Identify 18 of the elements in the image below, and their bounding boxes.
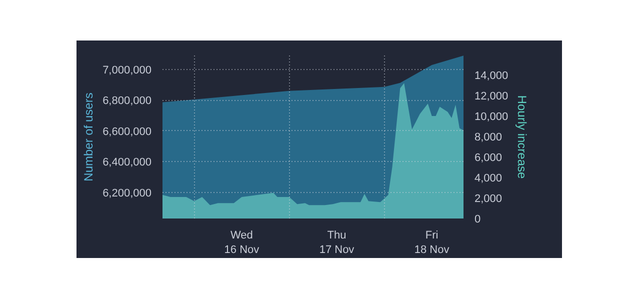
x-tick-label: Thu 17 Nov <box>319 230 355 256</box>
y2-tick-label: 2,000 <box>474 192 502 205</box>
y-tick-label: 6,800,000 <box>102 95 152 108</box>
y-tick-label: 6,200,000 <box>102 187 152 200</box>
y-tick-label: 6,400,000 <box>102 156 152 169</box>
y2-tick-label: 4,000 <box>474 172 502 184</box>
y-tick-label: 7,000,000 <box>102 64 152 76</box>
y2-tick-label: 6,000 <box>474 152 502 164</box>
x-tick-label: Wed 16 Nov <box>224 230 260 256</box>
y2-tick-label: 12,000 <box>474 90 508 102</box>
y-axis-title: Number of users <box>82 92 96 182</box>
y-tick-label: 6,600,000 <box>102 126 152 138</box>
x-tick-label: Fri 18 Nov <box>414 230 450 256</box>
y2-tick-label: 0 <box>474 214 481 226</box>
y2-tick-label: 14,000 <box>474 70 508 82</box>
y2-tick-label: 10,000 <box>474 110 508 123</box>
y2-axis-title: Hourly increase <box>515 95 530 180</box>
y2-tick-label: 8,000 <box>474 131 502 144</box>
